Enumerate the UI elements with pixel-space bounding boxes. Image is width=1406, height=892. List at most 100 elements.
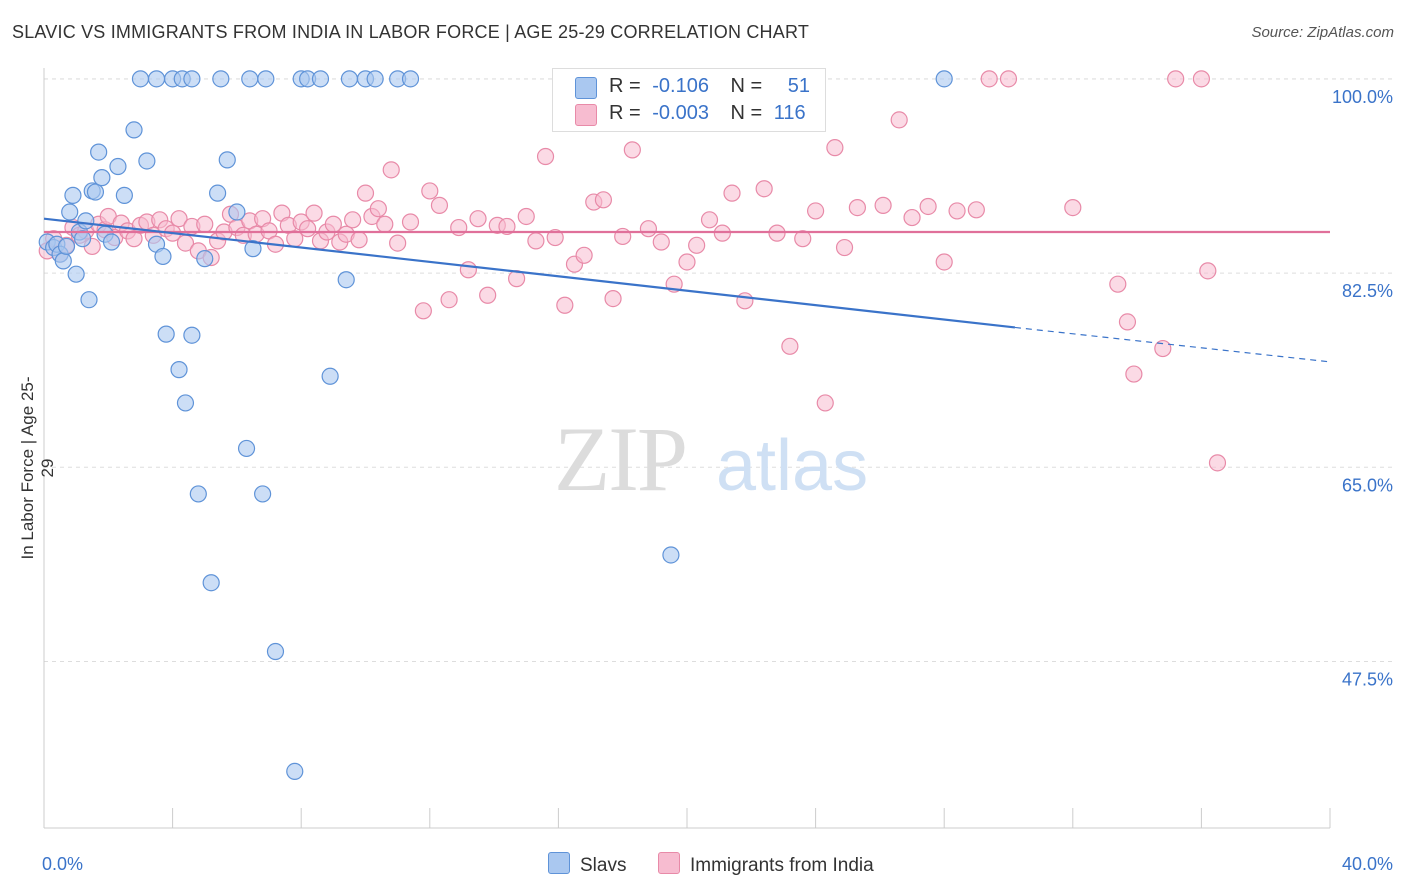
watermark-atlas: atlas (716, 426, 868, 506)
india-point (356, 184, 375, 202)
slavs-point (115, 186, 133, 204)
india-point (1064, 198, 1082, 217)
india-point (299, 220, 317, 238)
legend-india-r-value: -0.003 (652, 102, 709, 124)
slavs-point (54, 252, 72, 270)
slavs-point (183, 70, 201, 88)
bottom-legend-india: Immigrants from India (658, 852, 874, 877)
slavs-point (61, 203, 79, 221)
slavs-point (196, 250, 214, 268)
source-label: Source: ZipAtlas.com (1251, 24, 1394, 41)
india-point (652, 233, 670, 251)
india-point (556, 296, 574, 314)
axis-layer (43, 68, 1331, 829)
bottom-slavs-label: Slavs (580, 855, 627, 876)
india-point (498, 217, 516, 236)
slavs-point (125, 121, 143, 139)
slavs-trend-extension (1014, 326, 1331, 363)
legend-slavs-r-value: -0.106 (652, 75, 709, 97)
india-point (594, 191, 613, 209)
slavs-point (80, 291, 98, 309)
india-point (469, 210, 487, 228)
tick-label-layer: 100.0% 82.5% 65.0% 47.5% 0.0% 40.0% (42, 87, 1393, 874)
y-axis-label: In Labor Force | Age 25-29 (18, 376, 57, 560)
india-point (935, 253, 953, 271)
slavs-points (38, 70, 953, 780)
slavs-point (218, 151, 236, 169)
slavs-point (138, 152, 156, 170)
india-point (948, 202, 966, 220)
slavs-point (176, 394, 195, 412)
india-point (874, 196, 892, 214)
india-point (344, 211, 362, 229)
slavs-point (90, 143, 108, 161)
india-point (890, 111, 908, 129)
india-point (546, 228, 564, 247)
legend-slavs-n-label: N = (730, 75, 763, 97)
india-point (768, 224, 786, 242)
india-point (1167, 70, 1185, 88)
legend-india-n-label: N = (730, 102, 763, 124)
india-point (1208, 454, 1227, 472)
slavs-point (86, 183, 105, 201)
india-point (835, 238, 854, 257)
india-point (369, 200, 387, 218)
india-point (350, 231, 368, 249)
india-point (1125, 365, 1143, 383)
slavs-point (257, 70, 275, 88)
slavs-point (183, 326, 201, 344)
india-point (527, 232, 545, 250)
india-point (623, 141, 641, 159)
slavs-point (662, 546, 680, 564)
legend-slavs-n-value: 51 (787, 75, 811, 97)
slavs-point (337, 271, 355, 289)
india-swatch (575, 104, 597, 126)
slavs-point (366, 70, 384, 88)
india-point (1118, 313, 1137, 331)
slavs-point (64, 186, 82, 204)
india-point (794, 230, 812, 248)
india-point (678, 253, 696, 271)
india-point (440, 291, 458, 309)
india-point (980, 70, 998, 88)
slavs-point (202, 574, 220, 592)
legend-india-r-label: R = (609, 102, 641, 124)
india-point (826, 139, 844, 157)
india-point (196, 215, 214, 233)
slavs-point (147, 70, 166, 88)
slavs-point (254, 485, 272, 503)
slavs-point (157, 325, 175, 343)
x-tick-label: 40.0% (1342, 854, 1393, 874)
india-point (479, 286, 497, 304)
slavs-point (286, 762, 304, 780)
slavs-point (935, 70, 953, 88)
slavs-point (170, 361, 188, 379)
india-point (848, 198, 866, 217)
y-tick-label: 100.0% (1332, 87, 1393, 107)
bottom-india-swatch (658, 852, 680, 874)
india-point (713, 224, 731, 242)
india-point (614, 227, 632, 246)
india-point (919, 197, 937, 216)
legend-india-n-value: 116 (773, 102, 806, 124)
slavs-point (102, 233, 121, 251)
legend-india-text: R = -0.003 N = 116 (609, 102, 806, 125)
slavs-point (93, 169, 111, 187)
slavs-point (266, 642, 285, 661)
india-point (806, 202, 825, 220)
india-point (688, 236, 706, 254)
slavs-swatch (575, 77, 597, 99)
india-point (903, 208, 921, 227)
slavs-point (189, 485, 207, 503)
india-point (723, 184, 741, 202)
india-point (639, 220, 658, 238)
india-point (536, 147, 555, 166)
slavs-point (57, 237, 76, 256)
bottom-india-label: Immigrants from India (690, 855, 874, 876)
india-point (1199, 262, 1217, 280)
india-point (1109, 275, 1127, 293)
grid-layer (44, 78, 1394, 663)
y-tick-label: 47.5% (1342, 670, 1393, 690)
india-point (459, 261, 477, 279)
india-point (1192, 70, 1211, 88)
